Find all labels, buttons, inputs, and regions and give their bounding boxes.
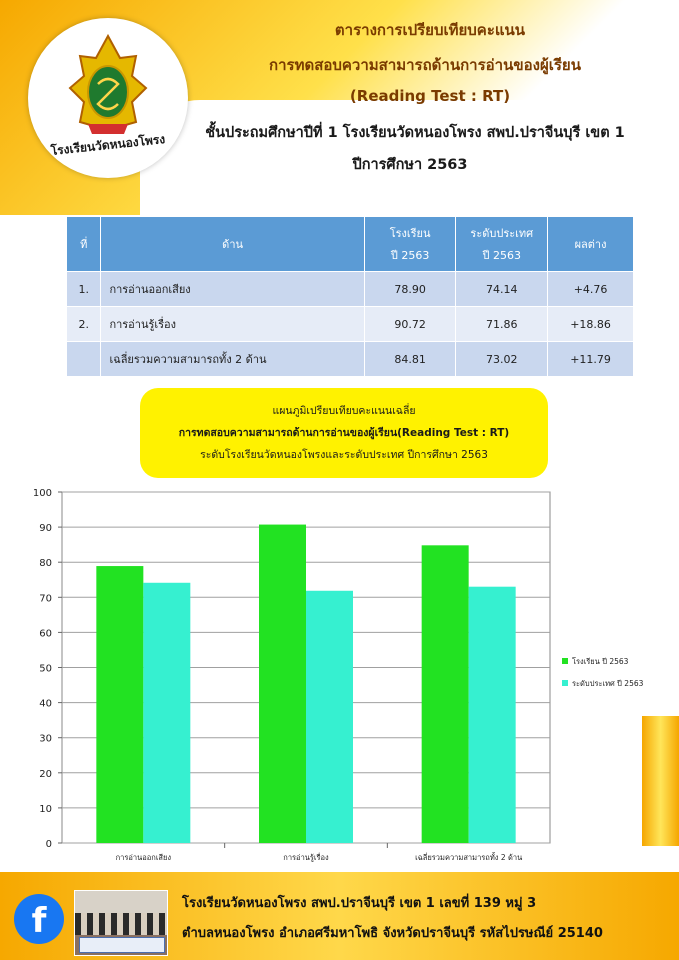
legend-swatch [562,658,568,664]
y-tick-label: 20 [39,769,52,780]
table-row: เฉลี่ยรวมความสามารถทั้ง 2 ด้าน 84.81 73.… [65,341,634,377]
col-header-school-label: โรงเรียน [389,227,431,240]
legend-swatch [562,680,568,686]
cell-no [65,341,102,377]
cell-name: การอ่านรู้เรื่อง [100,306,365,342]
col-header-diff: ผลต่าง [547,216,634,272]
chart-title-box: แผนภูมิเปรียบเทียบคะแนนเฉลี่ย การทดสอบคว… [140,388,548,478]
chart-title-line-2: การทดสอบความสามารถด้านการอ่านของผู้เรียน… [178,427,510,439]
legend-label: ระดับประเทศ ปี 2563 [572,679,644,688]
col-header-nation: ระดับประเทศ ปี 2563 [455,216,549,272]
cell-school: 84.81 [363,341,457,377]
page-title-line-3: (Reading Test : RT) [349,87,511,105]
bar [306,590,353,843]
y-tick-label: 30 [39,734,52,745]
x-tick-label: เฉลี่ยรวมความสามารถทั้ง 2 ด้าน [415,852,522,862]
bar [96,566,144,843]
y-tick-label: 40 [39,699,52,710]
chart-title-line-3: ระดับโรงเรียนวัดหนองโพรงและระดับประเทศ ป… [200,449,488,461]
school-photo [74,890,168,956]
cell-no: 1. [65,271,102,307]
decorative-side-bar [642,716,679,846]
school-logo: โรงเรียนวัดหนองโพรง [28,18,188,178]
footer: f โรงเรียนวัดหนองโพรง สพป.ปราจีนบุรี เขต… [0,872,679,960]
cell-no: 2. [65,306,102,342]
page-subtitle-line-1: ชั้นประถมศึกษาปีที่ 1 โรงเรียนวัดหนองโพร… [205,125,625,141]
bar [143,582,191,843]
cell-diff: +11.79 [547,341,634,377]
x-tick-label: การอ่านรู้เรื่อง [283,852,329,862]
page-subtitle-line-2: ปีการศึกษา 2563 [352,157,468,173]
y-tick-label: 50 [39,664,52,675]
bar-chart: 0 10 20 30 40 50 60 70 80 90 100 การอ่านออกเสียง การ… [33,488,644,862]
y-tick-label: 70 [39,593,52,604]
table-header-row: ที่ ด้าน โรงเรียน ปี 2563 ระดับประเทศ ปี… [65,216,634,272]
cell-diff: +4.76 [547,271,634,307]
y-tick-label: 100 [33,488,52,499]
x-tick-label: การอ่านออกเสียง [116,853,172,862]
table-row: 1. การอ่านออกเสียง 78.90 74.14 +4.76 [65,271,634,307]
score-table: ที่ ด้าน โรงเรียน ปี 2563 ระดับประเทศ ปี… [65,216,634,377]
chart-title-line-1: แผนภูมิเปรียบเทียบคะแนนเฉลี่ย [272,405,416,417]
y-tick-label: 60 [39,628,52,639]
facebook-icon[interactable]: f [14,894,64,944]
cell-nation: 74.14 [455,271,549,307]
school-emblem-icon [68,33,148,134]
legend-label: โรงเรียน ปี 2563 [572,657,629,666]
cell-name: เฉลี่ยรวมความสามารถทั้ง 2 ด้าน [100,341,365,377]
cell-diff: +18.86 [547,306,634,342]
col-header-school-year: ปี 2563 [390,249,430,262]
footer-address-line-1: โรงเรียนวัดหนองโพรง สพป.ปราจีนบุรี เขต 1… [182,896,537,911]
cell-nation: 73.02 [455,341,549,377]
cell-school: 78.90 [363,271,457,307]
col-header-school: โรงเรียน ปี 2563 [363,216,457,272]
page-title-line-2: การทดสอบความสามารถด้านการอ่านของผู้เรียน [269,56,581,74]
y-tick-label: 90 [39,523,52,534]
bar [259,524,306,843]
table-row: 2. การอ่านรู้เรื่อง 90.72 71.86 +18.86 [65,306,634,342]
col-header-nation-year: ปี 2563 [482,249,522,262]
col-header-no: ที่ [65,216,102,272]
bar [421,545,469,843]
col-header-name: ด้าน [100,216,365,272]
page-title-line-1: ตารางการเปรียบเทียบคะแนน [334,21,526,39]
bar [468,586,516,843]
y-tick-label: 10 [39,804,52,815]
col-header-nation-label: ระดับประเทศ [470,227,534,240]
footer-address-line-2: ตำบลหนองโพรง อำเภอศรีมหาโพธิ จังหวัดปราจ… [182,926,603,941]
y-tick-label: 80 [39,558,52,569]
cell-nation: 71.86 [455,306,549,342]
cell-school: 90.72 [363,306,457,342]
header-white-panel [140,100,679,215]
cell-name: การอ่านออกเสียง [100,271,365,307]
y-tick-label: 0 [46,839,52,850]
